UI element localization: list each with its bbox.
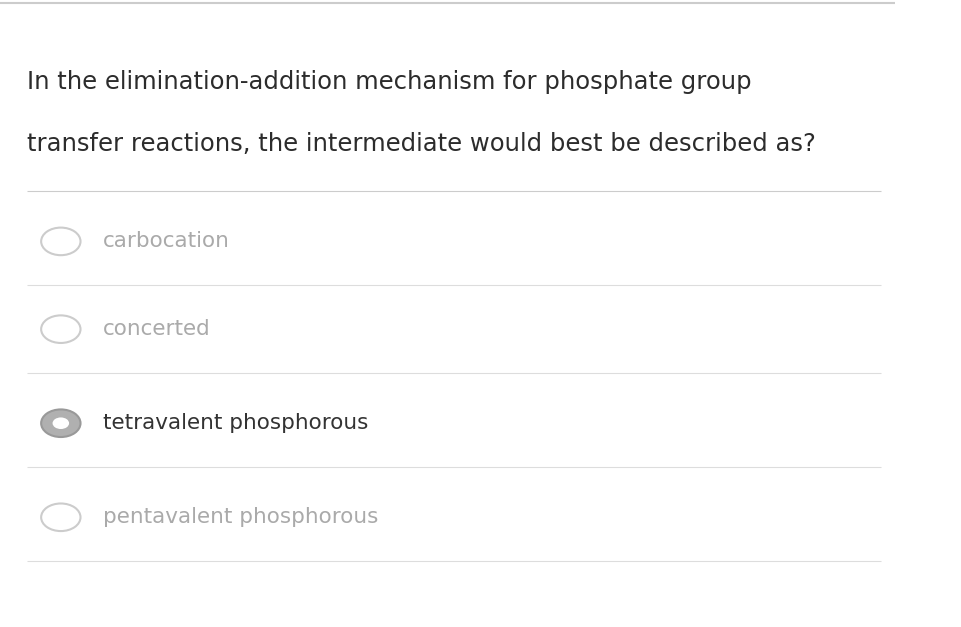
Circle shape (41, 409, 81, 437)
Circle shape (53, 418, 69, 429)
Text: concerted: concerted (103, 319, 210, 339)
Text: pentavalent phosphorous: pentavalent phosphorous (103, 507, 379, 527)
Text: transfer reactions, the intermediate would best be described as?: transfer reactions, the intermediate wou… (27, 132, 816, 156)
Text: In the elimination-addition mechanism for phosphate group: In the elimination-addition mechanism fo… (27, 70, 752, 93)
Circle shape (41, 503, 81, 531)
Text: tetravalent phosphorous: tetravalent phosphorous (103, 413, 368, 433)
Text: carbocation: carbocation (103, 231, 230, 251)
Circle shape (41, 315, 81, 343)
Circle shape (41, 228, 81, 255)
